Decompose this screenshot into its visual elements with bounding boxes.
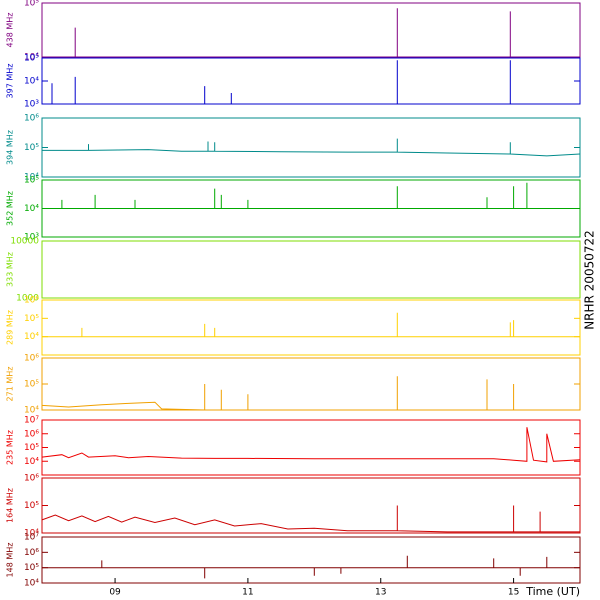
y-axis-label: 271 MHz (6, 367, 15, 402)
y-tick-label: 1000 (16, 294, 39, 304)
y-tick-label: 10⁶ (24, 114, 39, 124)
y-tick-label: 10³ (24, 100, 39, 110)
data-line (41, 427, 581, 463)
x-tick-label: 11 (242, 588, 253, 598)
y-tick-label: 10⁴ (24, 457, 39, 467)
y-tick-label: 10⁶ (24, 296, 39, 306)
y-axis-label: 164 MHz (6, 488, 15, 523)
y-tick-label: 10⁵ (24, 54, 39, 64)
y-tick-label: 10⁵ (24, 563, 39, 573)
y-tick-label: 10⁴ (24, 204, 39, 214)
panel-frame (41, 57, 581, 105)
y-tick-label: 10⁵ (24, 314, 39, 324)
y-tick-label: 10⁵ (24, 143, 39, 153)
panel-frame (41, 240, 581, 299)
y-tick-label: 10⁴ (24, 529, 39, 539)
y-axis-label: 438 MHz (6, 13, 15, 48)
y-tick-label: 10³ (24, 233, 39, 243)
y-axis-label: 352 MHz (6, 191, 15, 226)
y-tick-label: 10⁴ (24, 53, 39, 63)
panel-frame (41, 477, 581, 534)
panel-frame (41, 117, 581, 178)
y-tick-label: 10⁶ (24, 474, 39, 484)
x-tick-label: 15 (508, 588, 519, 598)
y-tick-label: 10⁶ (24, 548, 39, 558)
y-tick-label: 10000 (10, 237, 39, 247)
y-tick-label: 10⁵ (24, 0, 39, 9)
y-tick-label: 10⁷ (24, 416, 39, 426)
y-tick-label: 10⁵ (24, 501, 39, 511)
data-line (42, 138, 581, 157)
x-axis-label: Time (UT) (525, 585, 580, 598)
y-axis-label: 289 MHz (6, 310, 15, 345)
x-tick-label: 13 (375, 588, 386, 598)
data-line (41, 376, 580, 411)
y-tick-label: 10⁵ (24, 380, 39, 390)
data-line (42, 8, 580, 58)
panel-frame (41, 2, 581, 58)
panel-frame (41, 357, 581, 411)
y-tick-label: 10⁶ (24, 354, 39, 364)
data-line (41, 505, 580, 533)
x-tick-label: 09 (109, 588, 121, 598)
y-tick-label: 10⁴ (24, 77, 39, 87)
annotation: NRHR 20050722 (583, 230, 597, 330)
y-axis-label: 333 MHz (6, 252, 15, 287)
y-axis-label: 148 MHz (6, 543, 15, 578)
y-tick-label: 10⁶ (24, 429, 39, 439)
data-line (42, 182, 580, 209)
y-tick-label: 10⁵ (24, 176, 39, 186)
y-axis-label: 397 MHz (6, 64, 15, 99)
y-tick-label: 10⁴ (24, 406, 39, 416)
y-tick-label: 10⁷ (24, 533, 39, 543)
y-tick-label: 10⁵ (24, 443, 39, 453)
data-line (42, 312, 580, 338)
data-line (42, 555, 580, 579)
y-axis-label: 235 MHz (6, 430, 15, 465)
panel-frame (41, 419, 581, 476)
y-tick-label: 10⁴ (24, 579, 39, 589)
y-tick-label: 10⁴ (24, 173, 39, 183)
y-tick-label: 10⁴ (24, 332, 39, 342)
panel-frame (41, 299, 581, 356)
data-line (42, 60, 580, 105)
y-axis-label: 394 MHz (6, 130, 15, 165)
panel-frame (41, 536, 581, 584)
